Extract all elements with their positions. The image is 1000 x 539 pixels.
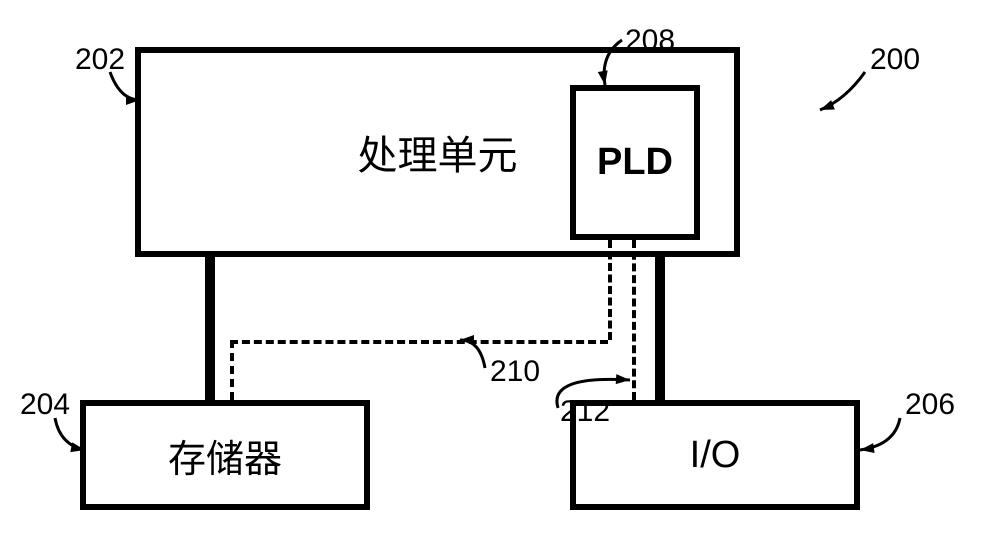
pointer-p212 (0, 0, 1000, 539)
diagram-canvas: 处理单元PLD存储器I/O200202204206208210212 (0, 0, 1000, 539)
